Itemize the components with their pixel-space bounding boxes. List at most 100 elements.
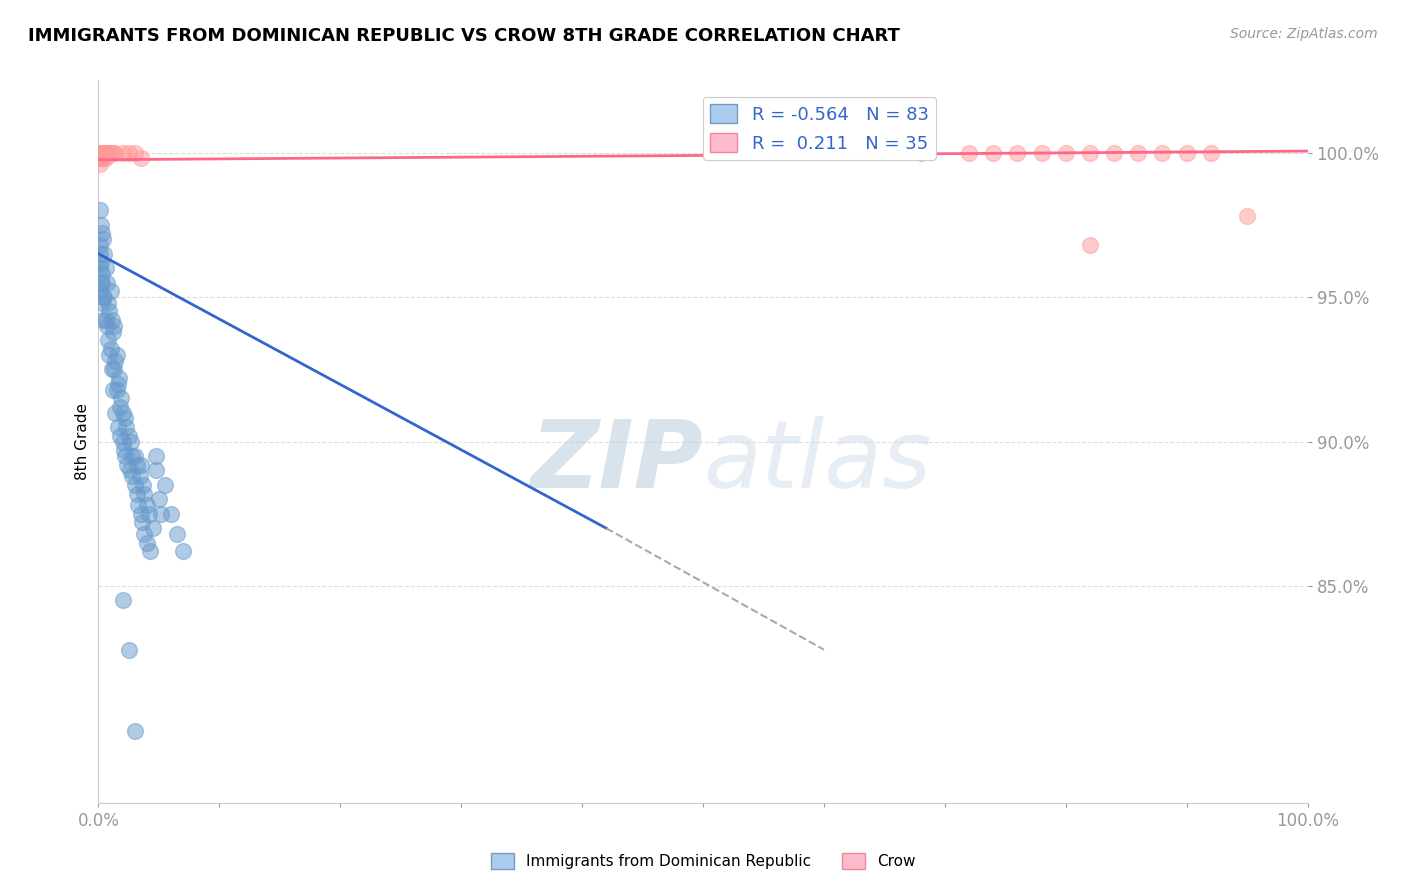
Point xyxy=(129,458,152,472)
Point xyxy=(129,507,152,521)
Point xyxy=(104,145,127,160)
Point xyxy=(97,295,120,310)
Point xyxy=(127,486,149,500)
Point xyxy=(110,391,132,405)
Point xyxy=(89,203,111,218)
Point xyxy=(111,406,134,420)
Point xyxy=(97,334,120,348)
Point xyxy=(1199,145,1222,160)
Text: atlas: atlas xyxy=(703,417,931,508)
Point xyxy=(94,151,117,165)
Point xyxy=(103,318,125,333)
Point xyxy=(148,492,170,507)
Point xyxy=(1236,209,1258,223)
Y-axis label: 8th Grade: 8th Grade xyxy=(75,403,90,480)
Point xyxy=(101,145,124,160)
Point xyxy=(166,527,188,541)
Point xyxy=(124,723,146,738)
Point xyxy=(91,232,114,246)
Point xyxy=(910,145,932,160)
Point xyxy=(100,145,122,160)
Point xyxy=(90,255,112,269)
Point xyxy=(114,411,136,425)
Point xyxy=(93,151,115,165)
Point xyxy=(91,145,114,160)
Point xyxy=(160,507,183,521)
Point xyxy=(90,276,112,290)
Point xyxy=(957,145,980,160)
Point xyxy=(89,261,111,276)
Point xyxy=(115,420,138,434)
Point xyxy=(105,383,128,397)
Legend: Immigrants from Dominican Republic, Crow: Immigrants from Dominican Republic, Crow xyxy=(485,847,921,875)
Point xyxy=(129,151,152,165)
Point xyxy=(108,371,131,385)
Point xyxy=(93,145,115,160)
Point xyxy=(1054,145,1077,160)
Point xyxy=(89,246,111,260)
Point xyxy=(142,521,165,535)
Point xyxy=(172,544,194,558)
Point xyxy=(135,535,157,549)
Point xyxy=(103,362,125,376)
Point xyxy=(124,478,146,492)
Point xyxy=(90,218,112,232)
Point xyxy=(145,463,167,477)
Point xyxy=(89,157,111,171)
Point xyxy=(90,151,112,165)
Point xyxy=(89,151,111,165)
Point xyxy=(96,276,118,290)
Point xyxy=(96,145,118,160)
Point xyxy=(124,145,146,160)
Point xyxy=(145,449,167,463)
Point xyxy=(111,593,134,607)
Text: Source: ZipAtlas.com: Source: ZipAtlas.com xyxy=(1230,27,1378,41)
Point xyxy=(1128,145,1150,160)
Point xyxy=(94,261,117,276)
Point xyxy=(1152,145,1174,160)
Point xyxy=(96,318,118,333)
Point xyxy=(124,449,146,463)
Point xyxy=(114,449,136,463)
Point xyxy=(91,267,114,281)
Point xyxy=(89,145,111,160)
Point xyxy=(1102,145,1125,160)
Legend: R = -0.564   N = 83, R =  0.211   N = 35: R = -0.564 N = 83, R = 0.211 N = 35 xyxy=(703,96,936,160)
Point xyxy=(107,376,129,391)
Point xyxy=(118,145,141,160)
Point xyxy=(138,507,160,521)
Point xyxy=(121,469,143,483)
Point xyxy=(1007,145,1029,160)
Point xyxy=(107,420,129,434)
Point xyxy=(127,458,149,472)
Point xyxy=(118,429,141,443)
Point xyxy=(1078,145,1101,160)
Point xyxy=(153,478,176,492)
Point xyxy=(93,246,115,260)
Point xyxy=(134,486,156,500)
Point xyxy=(128,469,150,483)
Point xyxy=(139,544,162,558)
Point xyxy=(98,348,121,362)
Point xyxy=(91,227,114,241)
Point xyxy=(1175,145,1198,160)
Point xyxy=(127,498,149,512)
Point xyxy=(100,313,122,327)
Text: ZIP: ZIP xyxy=(530,416,703,508)
Point xyxy=(89,285,111,299)
Point xyxy=(93,290,115,304)
Point xyxy=(91,151,114,165)
Point xyxy=(91,145,114,160)
Point xyxy=(91,313,114,327)
Point xyxy=(1031,145,1053,160)
Point xyxy=(108,400,131,414)
Point xyxy=(117,458,139,472)
Point xyxy=(91,276,114,290)
Point xyxy=(118,463,141,477)
Point xyxy=(97,145,120,160)
Point xyxy=(101,383,124,397)
Point xyxy=(121,449,143,463)
Point xyxy=(120,434,142,449)
Point xyxy=(104,406,127,420)
Point xyxy=(101,325,124,339)
